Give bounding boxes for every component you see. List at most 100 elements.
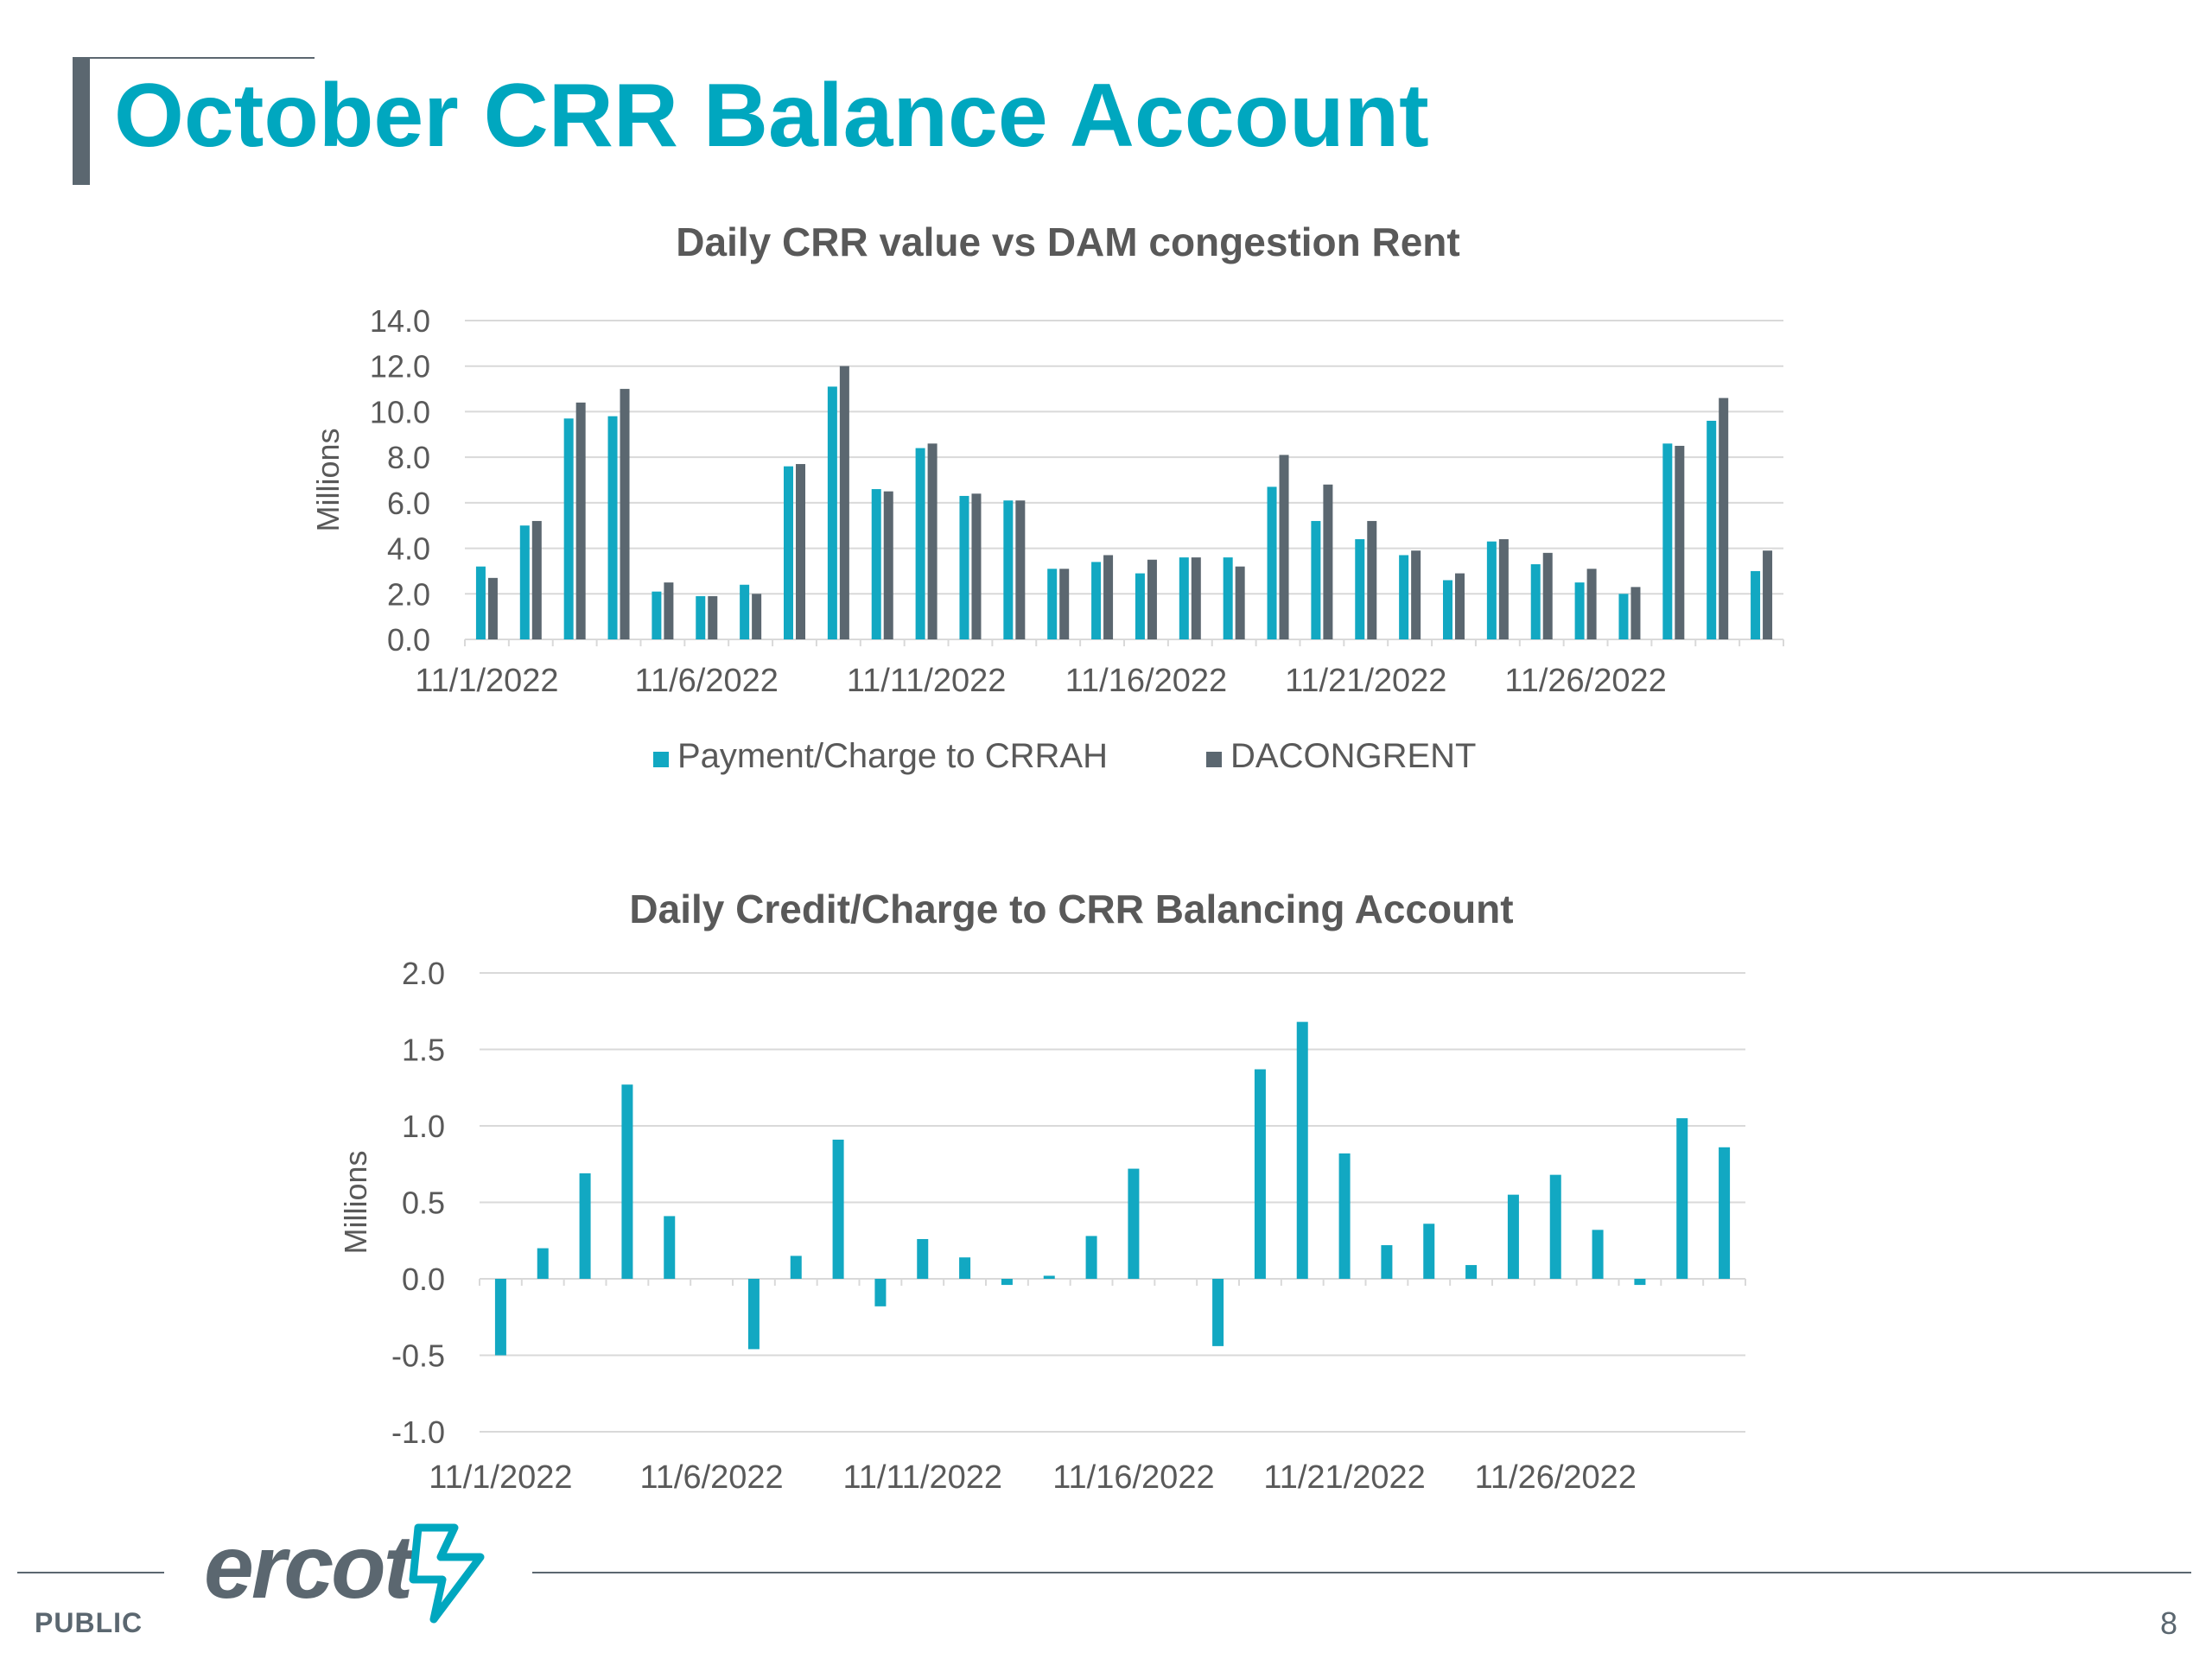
y-tick-label: 12.0 <box>370 349 430 385</box>
y-tick-label: 1.5 <box>402 1033 445 1068</box>
bar <box>1618 594 1629 639</box>
x-tick-label: 11/26/2022 <box>1504 663 1666 699</box>
chart-title: Daily Credit/Charge to CRR Balancing Acc… <box>629 887 1513 931</box>
bar <box>1128 1168 1140 1279</box>
y-tick-label: 14.0 <box>370 303 430 339</box>
bar <box>1751 570 1761 639</box>
bar <box>752 594 762 639</box>
footer-rule-left <box>17 1572 164 1573</box>
bar <box>1675 445 1685 639</box>
y-axis-label: Millions <box>338 1150 373 1254</box>
x-tick-label: 11/1/2022 <box>415 663 558 699</box>
bar <box>621 1084 633 1279</box>
bar <box>883 491 893 639</box>
bar <box>1455 573 1465 639</box>
bar <box>1586 569 1597 639</box>
bar <box>959 495 969 639</box>
bar <box>784 466 793 639</box>
x-tick-label: 11/6/2022 <box>639 1459 783 1496</box>
bar <box>971 493 982 639</box>
y-axis-label: Millions <box>310 428 346 531</box>
bar <box>1381 1245 1393 1279</box>
x-tick-label: 11/11/2022 <box>842 1459 1002 1496</box>
bar <box>1719 397 1729 639</box>
x-tick-label: 11/11/2022 <box>847 663 1007 699</box>
bar <box>1486 541 1497 639</box>
bar <box>1323 484 1333 639</box>
bar <box>1542 552 1553 639</box>
bar <box>1507 1194 1519 1279</box>
y-tick-label: 6.0 <box>387 486 430 521</box>
bar <box>832 1139 844 1279</box>
bar <box>1423 1224 1435 1279</box>
bar <box>827 386 837 639</box>
bar <box>537 1248 549 1279</box>
bar <box>927 443 938 639</box>
bar <box>1763 550 1773 639</box>
bar <box>664 582 674 639</box>
bar <box>1147 559 1157 639</box>
x-tick-label: 11/26/2022 <box>1475 1459 1637 1496</box>
public-label: PUBLIC <box>35 1607 143 1638</box>
bar <box>1015 500 1026 639</box>
bar <box>1411 550 1421 639</box>
bar <box>1574 582 1585 639</box>
chart-title: Daily CRR value vs DAM congestion Rent <box>676 219 1459 264</box>
bar <box>1367 520 1377 639</box>
y-tick-label: 0.5 <box>402 1185 445 1221</box>
logo-wordmark: ercot <box>204 1517 413 1618</box>
y-tick-label: 4.0 <box>387 531 430 567</box>
bar <box>1103 555 1114 639</box>
x-tick-label: 11/21/2022 <box>1263 1459 1425 1496</box>
bar <box>531 520 542 639</box>
bar <box>563 418 574 639</box>
bar <box>579 1173 591 1279</box>
bar <box>1498 539 1509 639</box>
bar <box>917 1238 929 1279</box>
y-tick-label: -0.5 <box>391 1338 445 1374</box>
legend-swatch <box>1206 752 1222 767</box>
ercot-star-icon <box>409 1523 485 1624</box>
bar <box>1254 1069 1266 1279</box>
bar <box>708 595 718 639</box>
bar <box>959 1257 971 1279</box>
bar <box>839 365 849 639</box>
x-tick-label: 11/16/2022 <box>1052 1459 1214 1496</box>
title-accent-rule <box>73 57 315 59</box>
bar <box>874 1279 887 1306</box>
y-tick-label: -1.0 <box>391 1414 445 1450</box>
bar <box>1530 564 1541 639</box>
bar <box>607 416 618 639</box>
bar <box>1443 580 1452 639</box>
bar <box>1043 1275 1055 1279</box>
bar <box>1001 1279 1013 1286</box>
ercot-logo: ercot <box>204 1522 498 1626</box>
bar <box>1191 557 1201 639</box>
chart-crr-vs-dam: Daily CRR value vs DAM congestion Rent Mi… <box>310 219 1784 775</box>
bar <box>575 402 586 639</box>
y-tick-label: 2.0 <box>387 576 430 612</box>
bar <box>915 448 925 639</box>
bar <box>696 595 706 639</box>
bar <box>519 525 530 639</box>
bar <box>1135 573 1145 639</box>
chart-credit-charge: Daily Credit/Charge to CRR Balancing Acc… <box>338 887 1746 1496</box>
y-tick-label: 0.0 <box>402 1262 445 1297</box>
bar <box>652 591 662 639</box>
legend-swatch <box>653 752 669 767</box>
bar <box>494 1279 506 1356</box>
bar <box>740 584 750 639</box>
bar <box>1223 557 1233 639</box>
bar <box>664 1216 676 1279</box>
x-tick-label: 11/1/2022 <box>429 1459 572 1496</box>
bar <box>790 1255 802 1279</box>
bar <box>1047 569 1058 639</box>
bar <box>475 566 486 639</box>
title-accent-bar <box>73 57 90 185</box>
x-tick-label: 11/21/2022 <box>1285 663 1446 699</box>
footer-rule-right <box>532 1572 2191 1573</box>
bar <box>1091 562 1102 639</box>
bar <box>1279 454 1289 639</box>
bar <box>1355 539 1365 639</box>
bar <box>1549 1174 1561 1279</box>
